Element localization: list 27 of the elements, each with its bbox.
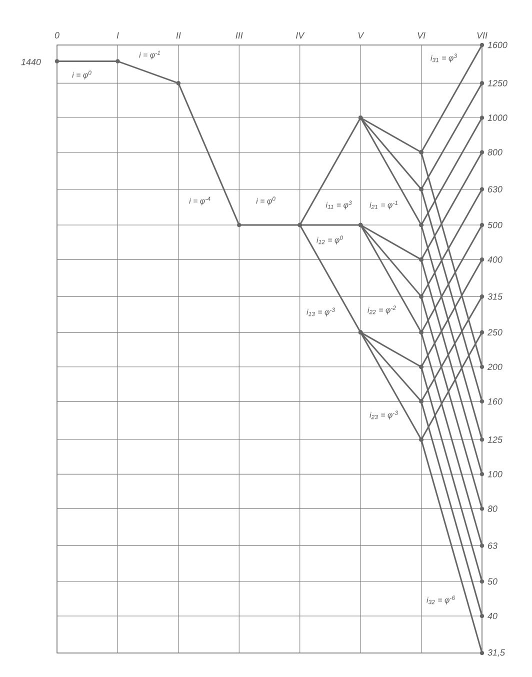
y-tick-label: 50 — [488, 578, 498, 585]
y-tick-label: 125 — [488, 436, 502, 443]
x-tick-label: VII — [477, 32, 488, 38]
y-tick-label: 250 — [487, 329, 502, 336]
x-tick-label: V — [358, 32, 364, 38]
x-tick-label: I — [116, 32, 119, 38]
y-tick-label: 400 — [488, 256, 502, 263]
y-tick-label: 315 — [488, 293, 502, 300]
y-tick-label: 80 — [488, 506, 498, 512]
y-tick-label: 100 — [488, 470, 502, 478]
x-tick-label: II — [176, 32, 181, 38]
y-tick-label: 63 — [488, 542, 498, 549]
y-tick-label: 1250 — [488, 80, 508, 86]
text: 1440 — [21, 58, 41, 66]
x-tick-label: III — [236, 32, 243, 38]
x-tick-label: VI — [418, 32, 426, 38]
y-tick-label: 800 — [488, 149, 502, 156]
x-tick-label: IV — [296, 32, 305, 38]
y-tick-label: 160 — [488, 398, 502, 405]
y-tick-label: 31,5 — [488, 649, 505, 657]
y-tick-label: 630 — [488, 186, 502, 192]
y-tick-label: 1000 — [488, 114, 508, 121]
y-tick-label: 1600 — [488, 42, 508, 48]
y-tick-label: 500 — [488, 222, 502, 228]
x-tick-label: 0 — [54, 32, 60, 38]
y-tick-label: 40 — [488, 612, 498, 620]
y-tick-label: 200 — [487, 364, 502, 370]
